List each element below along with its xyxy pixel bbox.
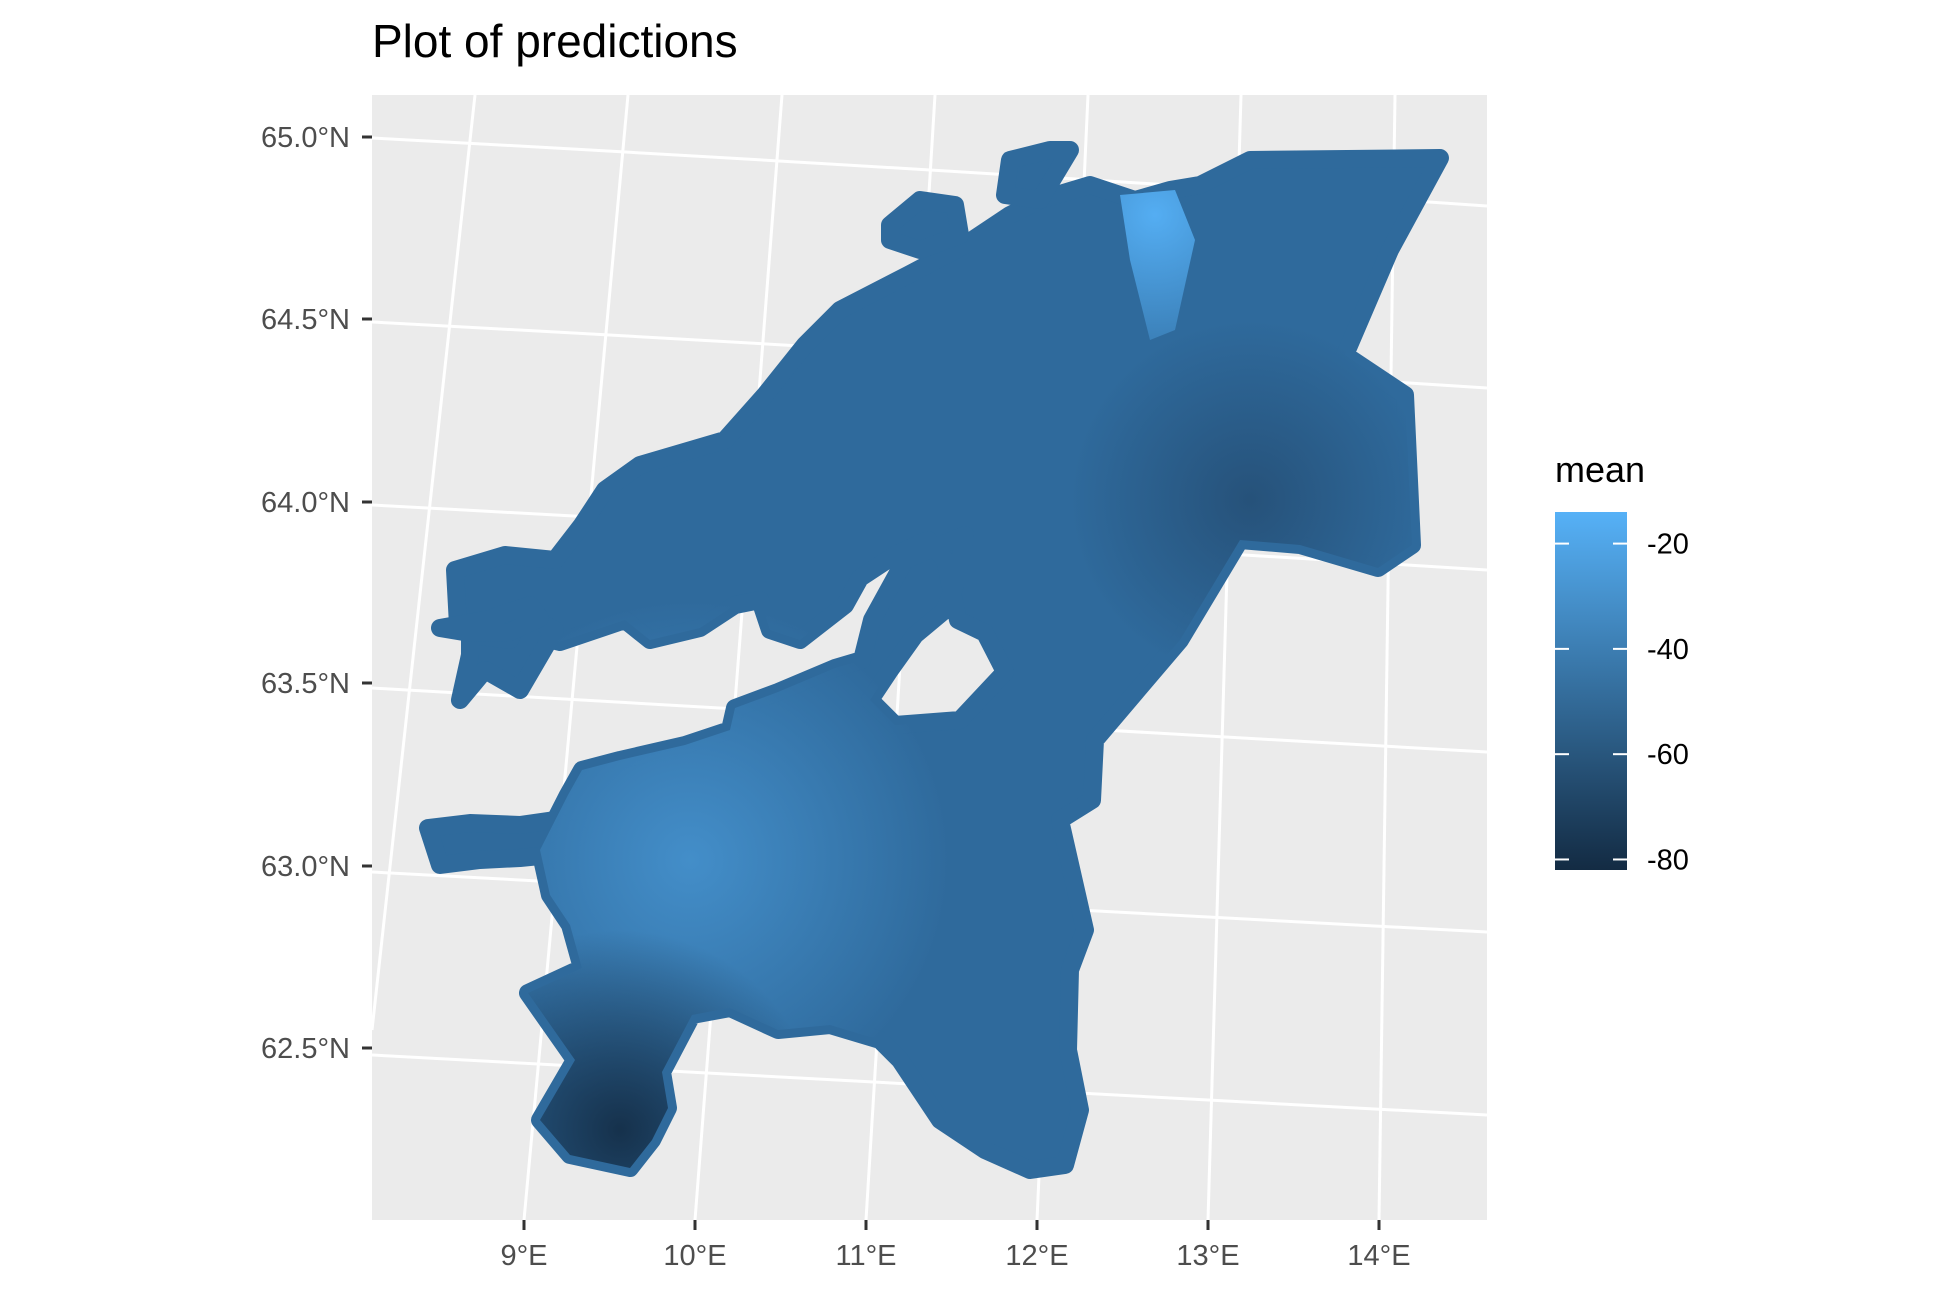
x-tick-label: 12°E xyxy=(1005,1240,1068,1272)
region-nw-lobe xyxy=(881,191,969,259)
legend-tick-label: -60 xyxy=(1647,739,1689,771)
lon-line-10 xyxy=(693,95,784,1220)
y-axis: 62.5°N 63.0°N 63.5°N 64.0°N 64.5°N 65.0°… xyxy=(261,122,372,1065)
legend: mean -20 -40 -60 -80 xyxy=(1555,449,1689,876)
y-tick-label: 63.5°N xyxy=(261,668,350,700)
legend-colorbar xyxy=(1555,512,1627,870)
x-tick-label: 14°E xyxy=(1347,1240,1410,1272)
x-tick-label: 11°E xyxy=(835,1240,896,1272)
y-tick-label: 63.0°N xyxy=(261,851,350,883)
x-tick-label: 10°E xyxy=(663,1240,726,1272)
lon-line-14 xyxy=(1377,95,1397,1220)
legend-tick-label: -40 xyxy=(1647,634,1689,666)
region-shading xyxy=(455,158,1440,1170)
lon-line-8.5 xyxy=(372,95,477,1031)
x-axis: 9°E 10°E 11°E 12°E 13°E 14°E xyxy=(500,1220,1411,1272)
x-tick-label: 13°E xyxy=(1176,1240,1239,1272)
y-tick-label: 64.5°N xyxy=(261,304,350,336)
region-north-lobe xyxy=(996,141,1079,209)
legend-title: mean xyxy=(1555,449,1645,490)
lon-line-9 xyxy=(522,95,630,1220)
legend-ticks: -20 -40 -60 -80 xyxy=(1555,529,1689,876)
plot-title: Plot of predictions xyxy=(372,15,738,67)
legend-tick-label: -80 xyxy=(1647,844,1689,876)
y-tick-label: 62.5°N xyxy=(261,1033,350,1065)
y-tick-label: 65.0°N xyxy=(261,122,350,154)
legend-tick-label: -20 xyxy=(1647,529,1689,561)
y-tick-label: 64.0°N xyxy=(261,487,350,519)
x-tick-label: 9°E xyxy=(500,1240,547,1272)
prediction-region xyxy=(419,141,1449,1179)
